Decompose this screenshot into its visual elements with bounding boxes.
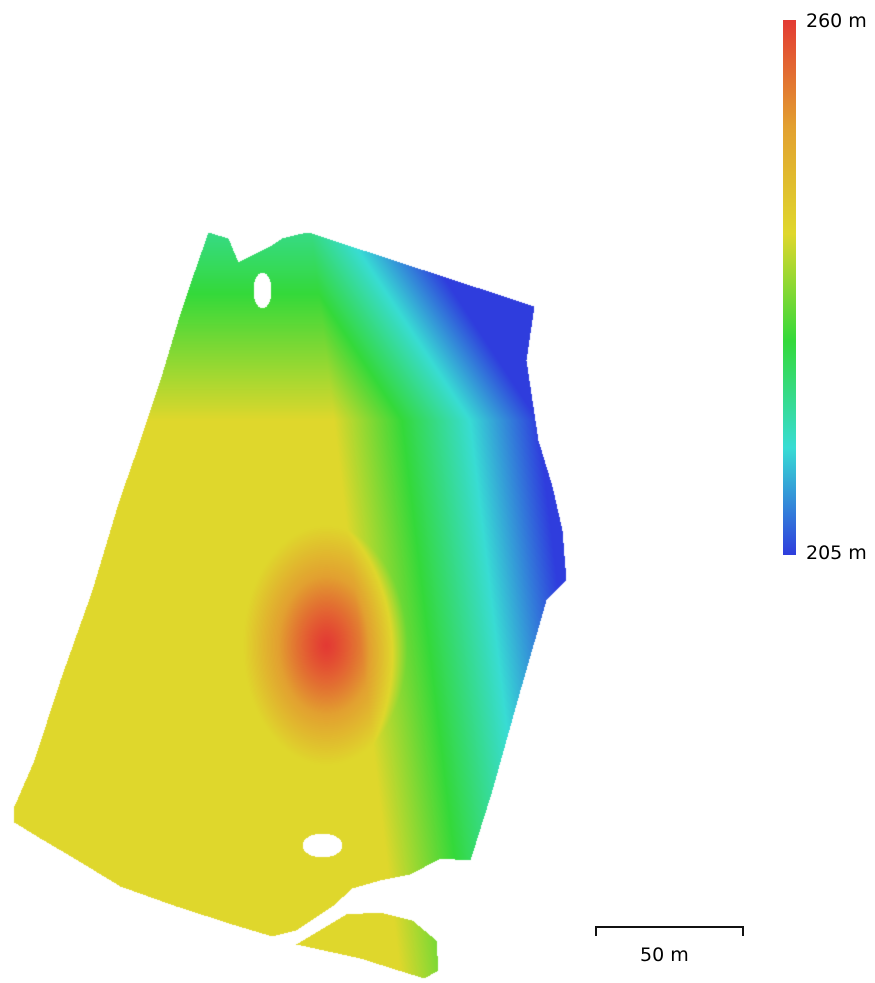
- scale-bar-label: 50 m: [640, 944, 689, 966]
- elevation-color-ramp: [783, 20, 796, 555]
- legend-min-label: 205 m: [806, 542, 867, 564]
- legend-max-label: 260 m: [806, 10, 867, 32]
- scale-bar: [595, 926, 744, 936]
